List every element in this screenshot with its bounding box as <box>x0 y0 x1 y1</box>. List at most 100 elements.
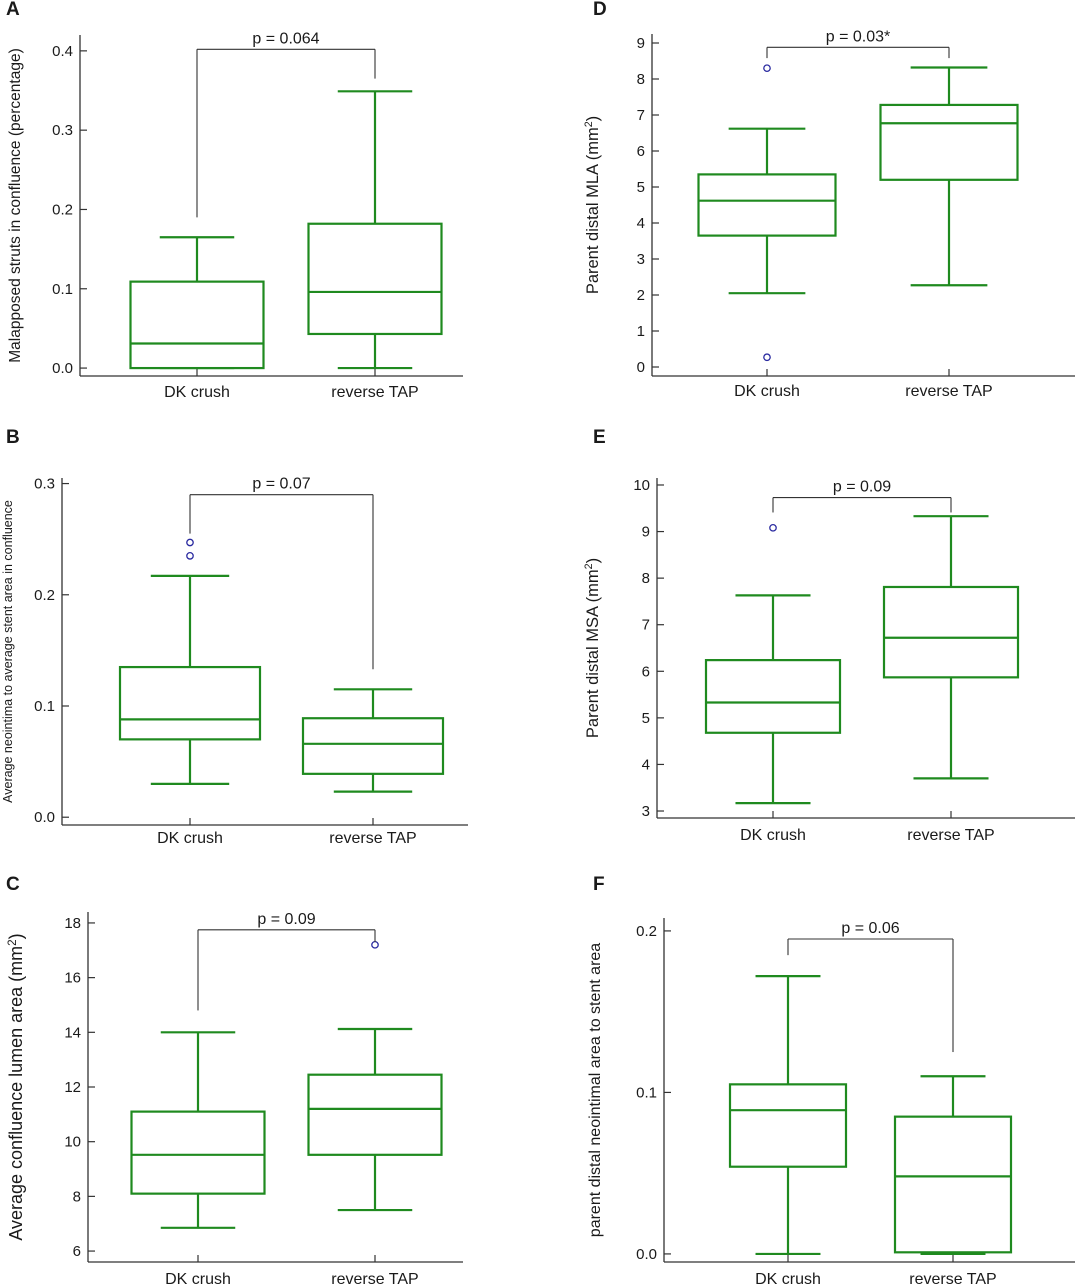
y-tick-label: 0.0 <box>636 1246 657 1263</box>
y-tick-label: 9 <box>637 35 645 52</box>
y-tick-label: 0 <box>637 359 645 376</box>
x-category-label: DK crush <box>755 1271 821 1287</box>
x-category-label: reverse TAP <box>331 384 418 401</box>
box-reverse-tap <box>893 1075 1013 1256</box>
y-tick-label: 6 <box>73 1243 81 1260</box>
chart-panel-c: C 6 8 10 12 14 16 18 DK crush reverse TAP Average … <box>6 874 463 1287</box>
y-tick-label: 1 <box>637 323 645 340</box>
box-dk-crush <box>704 523 842 805</box>
y-tick-label: 7 <box>642 617 650 634</box>
iqr-box <box>130 1110 266 1195</box>
box-reverse-tap <box>879 66 1019 287</box>
box-reverse-tap <box>882 515 1020 780</box>
iqr-box <box>307 1073 443 1156</box>
y-tick-label: 10 <box>633 477 650 494</box>
y-tick-label: 0.0 <box>34 809 55 826</box>
iqr-box <box>129 280 265 370</box>
p-value-label: p = 0.07 <box>252 476 310 493</box>
panel-label: F <box>593 874 605 895</box>
p-value-label: p = 0.09 <box>257 911 315 928</box>
x-category-label: DK crush <box>165 1271 231 1287</box>
iqr-box <box>728 1083 848 1168</box>
y-tick-label: 14 <box>64 1024 81 1041</box>
box-dk-crush <box>130 1031 266 1229</box>
y-tick-label: 8 <box>73 1188 81 1205</box>
panel-label: B <box>6 427 20 448</box>
y-tick-label: 12 <box>64 1079 81 1096</box>
box-dk-crush <box>728 975 848 1256</box>
iqr-box <box>301 717 445 775</box>
y-tick-label: 0.2 <box>34 587 55 604</box>
y-axis-title: Average neointima to average stent area … <box>1 500 15 803</box>
panel-label: C <box>6 874 20 895</box>
y-axis-title: parent distal neointimal area to stent a… <box>587 943 604 1238</box>
y-tick-label: 6 <box>637 143 645 160</box>
y-tick-label: 3 <box>637 251 645 268</box>
outlier-point <box>763 353 771 362</box>
y-tick-label: 0.1 <box>34 698 55 715</box>
y-axis-title: Parent distal MLA (mm2) <box>583 116 602 294</box>
x-category-label: DK crush <box>740 827 806 844</box>
box-reverse-tap <box>307 940 443 1212</box>
y-tick-label: 3 <box>642 803 650 820</box>
chart-panel-d: D 0 1 2 3 4 5 6 7 8 9 DK crush reverse TAP Parent dis… <box>583 0 1075 400</box>
y-tick-label: 0.0 <box>52 360 73 377</box>
y-tick-label: 5 <box>637 179 645 196</box>
outlier-point <box>769 523 777 532</box>
x-category-label: DK crush <box>164 384 230 401</box>
iqr-box <box>879 103 1019 181</box>
y-tick-label: 4 <box>642 756 650 773</box>
x-category-label: reverse TAP <box>331 1271 418 1287</box>
outlier-point <box>371 940 379 949</box>
x-category-label: reverse TAP <box>905 383 992 400</box>
iqr-box <box>882 585 1020 679</box>
iqr-box <box>697 173 837 237</box>
outlier-point <box>186 538 194 547</box>
p-value-label: p = 0.03* <box>826 28 891 45</box>
y-tick-label: 0.2 <box>52 201 73 218</box>
y-tick-label: 8 <box>642 570 650 587</box>
y-tick-label: 8 <box>637 71 645 88</box>
y-tick-label: 0.1 <box>636 1084 657 1101</box>
outlier-point <box>763 64 771 73</box>
y-tick-label: 2 <box>637 287 645 304</box>
y-tick-label: 7 <box>637 107 645 124</box>
p-value-label: p = 0.09 <box>833 479 891 496</box>
iqr-box <box>893 1115 1013 1254</box>
y-tick-label: 0.4 <box>52 43 73 60</box>
box-dk-crush <box>118 538 262 785</box>
chart-panel-b: B 0.0 0.1 0.2 0.3 DK crush reverse TAP Average … <box>1 427 468 847</box>
panel-label: D <box>593 0 607 20</box>
x-category-label: reverse TAP <box>907 827 994 844</box>
chart-panel-a: A 0.0 0.1 0.2 0.3 0.4 DK crush reverse TAP Malap… <box>6 0 463 401</box>
iqr-box <box>704 659 842 734</box>
chart-panel-e: E 3 4 5 6 7 8 9 10 DK crush reverse TAP Parent dist… <box>583 427 1075 844</box>
panel-label: A <box>6 0 20 20</box>
y-tick-label: 5 <box>642 710 650 727</box>
y-tick-label: 0.3 <box>34 476 55 493</box>
y-tick-label: 18 <box>64 915 81 932</box>
p-value-label: p = 0.064 <box>252 30 319 47</box>
panel-label: E <box>593 427 606 448</box>
y-axis-title: Average confluence lumen area (mm2) <box>6 933 27 1240</box>
y-axis-title: Malapposed struts in confluence (percent… <box>7 48 24 363</box>
y-tick-label: 0.1 <box>52 281 73 298</box>
y-tick-label: 4 <box>637 215 645 232</box>
chart-panel-f: F 0.0 0.1 0.2 DK crush reverse TAP parent dist… <box>587 874 1075 1287</box>
iqr-box <box>307 222 443 336</box>
box-reverse-tap <box>301 688 445 793</box>
y-tick-label: 0.2 <box>636 923 657 940</box>
outlier-point <box>186 552 194 560</box>
y-tick-label: 10 <box>64 1134 81 1151</box>
x-category-label: DK crush <box>734 383 800 400</box>
box-reverse-tap <box>307 90 443 370</box>
y-tick-label: 6 <box>642 663 650 680</box>
x-category-label: reverse TAP <box>329 830 416 847</box>
box-dk-crush <box>129 236 265 370</box>
x-category-label: DK crush <box>157 830 223 847</box>
box-dk-crush <box>697 64 837 362</box>
y-tick-label: 0.3 <box>52 122 73 139</box>
iqr-box <box>118 665 262 741</box>
x-category-label: reverse TAP <box>909 1271 996 1287</box>
